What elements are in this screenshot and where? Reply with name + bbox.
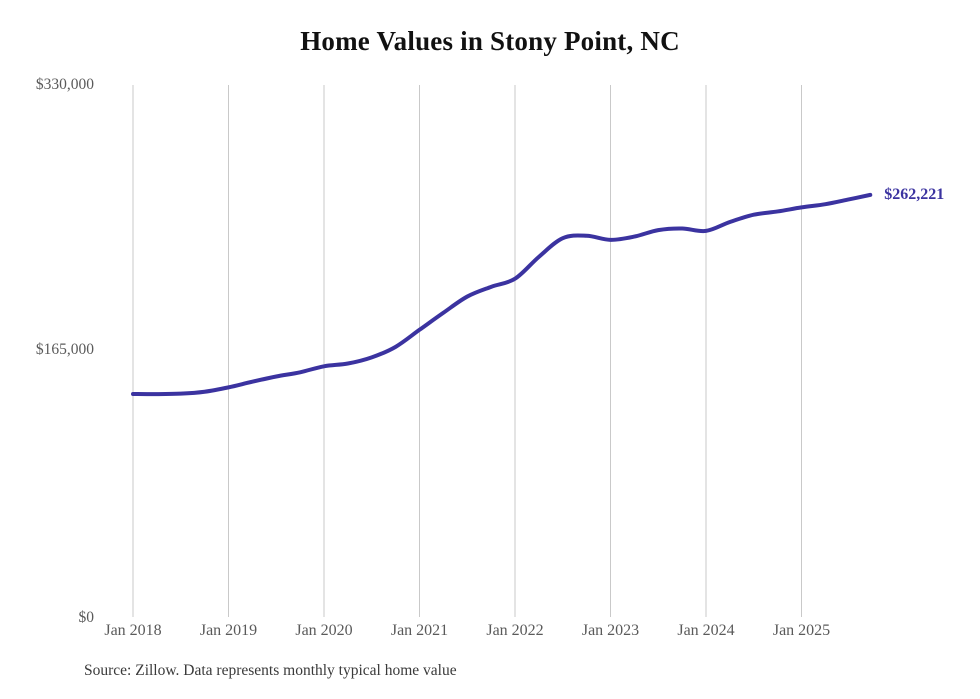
x-axis: Jan 2018 Jan 2019 Jan 2020 Jan 2021 Jan 2022… xyxy=(0,622,980,648)
chart-title: Home Values in Stony Point, NC xyxy=(300,26,680,56)
x-axis-tick-label-jan-2020: Jan 2020 xyxy=(295,622,353,639)
line-series-typical-home-value xyxy=(131,192,873,397)
x-axis-tick-label-jan-2025: Jan 2025 xyxy=(772,622,831,639)
x-axis-tick-label-jan-2021: Jan 2021 xyxy=(390,622,449,639)
chart-svg xyxy=(131,85,873,617)
x-axis-tick-label-jan-2022: Jan 2022 xyxy=(486,622,544,639)
source-note: Source: Zillow. Data represents monthly … xyxy=(84,662,457,679)
x-axis-tick-label-jan-2024: Jan 2024 xyxy=(677,622,735,639)
end-value-annotation: $262,221 xyxy=(884,185,945,203)
plot-area xyxy=(100,80,880,625)
x-axis-tick-label-jan-2023: Jan 2023 xyxy=(581,622,640,639)
gridlines xyxy=(132,85,802,617)
y-axis-tick-label-mid: $165,000 xyxy=(35,341,94,358)
x-axis-tick-label-jan-2019: Jan 2019 xyxy=(199,622,258,639)
y-axis: $330,000 $165,000 $0 xyxy=(0,0,94,699)
y-axis-tick-label-top: $330,000 xyxy=(35,76,94,93)
y-axis-tick-label-bottom: $0 xyxy=(78,609,95,626)
x-axis-tick-label-jan-2018: Jan 2018 xyxy=(104,622,162,639)
